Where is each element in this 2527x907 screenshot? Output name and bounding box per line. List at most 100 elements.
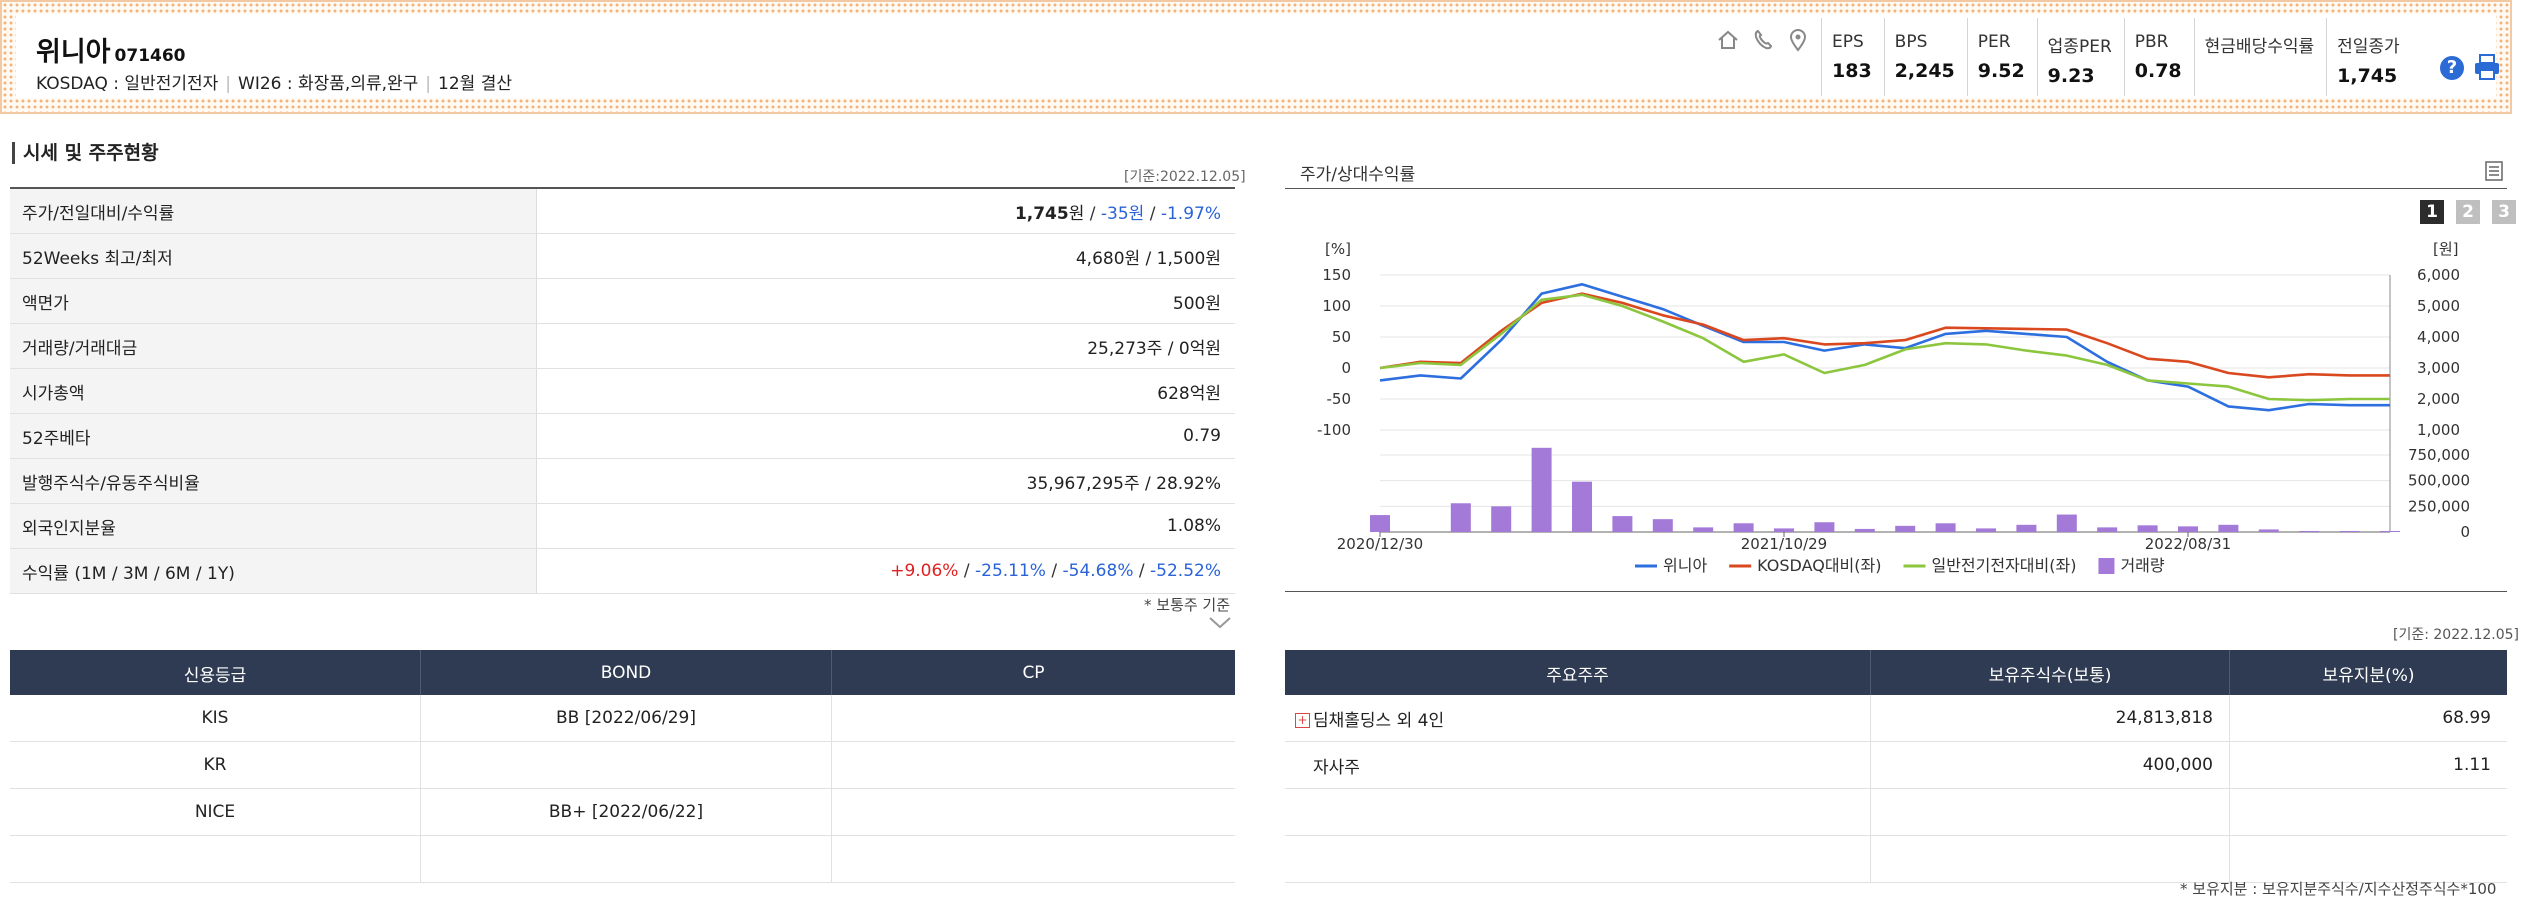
shareholding-note: * 보유지분 : 보유지분주식수/지수산정주식수*100 — [2180, 880, 2497, 898]
table-header-row: 주요주주 보유주식수(보통) 보유지분(%) — [1285, 650, 2507, 695]
row-value: 25,273주 / 0억원 — [536, 323, 1235, 369]
metric-industry-per: 업종PER 9.23 — [2036, 18, 2124, 96]
right-axis-volume-tick: 0 — [2460, 523, 2470, 541]
volume-bar — [1854, 528, 1875, 532]
metric-value: 2,245 — [1894, 60, 1955, 82]
chart-lines — [1379, 282, 2390, 412]
list-icon[interactable] — [2483, 160, 2505, 182]
left-axis-tick: -100 — [1317, 421, 1351, 439]
chart-page-1[interactable]: 1 — [2420, 200, 2444, 224]
volume-bar — [1491, 506, 1512, 532]
row-value: 628억원 — [536, 368, 1235, 414]
volume-bar — [2016, 524, 2037, 532]
volume-bar — [1976, 528, 1996, 532]
legend-swatch — [2098, 558, 2115, 574]
holder-name — [1285, 835, 1871, 883]
row-value: 0.79 — [536, 413, 1235, 459]
major-shareholders-table: 주요주주 보유주식수(보통) 보유지분(%) + 딤채홀딩스 외 4인 24,81… — [1285, 650, 2507, 883]
volume-bar — [1774, 528, 1794, 532]
print-icon[interactable] — [2472, 52, 2502, 82]
price-summary: 1,745원 / -35원 / -1.97% — [536, 188, 1235, 234]
row-value: 1.08% — [536, 503, 1235, 549]
row-value: 4,680원 / 1,500원 — [536, 233, 1235, 279]
section-title: 시세 및 주주현황 — [12, 142, 159, 164]
company-meta: KOSDAQ : 일반전기전자 | WI26 : 화장품,의류,완구 | 12월 결산 — [36, 74, 512, 94]
table-row: 외국인지분율 1.08% — [10, 503, 1235, 549]
right-axis-price-tick: 4,000 — [2417, 328, 2460, 346]
key-metrics: EPS 183 BPS 2,245 PER 9.52 업종PER 9.23 PBR 0.7… — [1821, 18, 2412, 96]
holder-shares: 400,000 — [1870, 741, 2230, 789]
volume-bar — [1450, 503, 1471, 532]
metric-value: 1,745 — [2337, 65, 2398, 87]
location-pin-icon[interactable] — [1786, 28, 1810, 52]
right-axis-price-tick: 1,000 — [2417, 421, 2460, 439]
holder-pct: 1.11 — [2229, 741, 2507, 789]
chart-page-3[interactable]: 3 — [2492, 200, 2516, 224]
metric-label: PER — [1977, 32, 2011, 52]
company-name-text: 위니아 — [36, 37, 111, 68]
bond-cell — [420, 741, 832, 789]
table-row: 거래량/거래대금 25,273주 / 0억원 — [10, 323, 1235, 369]
metric-value: 9.23 — [2047, 65, 2095, 87]
left-axis-tick: 100 — [1322, 297, 1351, 315]
cp-cell — [831, 695, 1235, 742]
holder-name[interactable]: 딤채홀딩스 외 4인 — [1313, 710, 1445, 731]
chart-pager: 1 2 3 — [2408, 200, 2516, 224]
row-label: 거래량/거래대금 — [10, 323, 537, 369]
price-close: 1,745 — [1014, 203, 1069, 224]
holder-pct: 68.99 — [2229, 695, 2507, 742]
chevron-down-icon[interactable] — [1208, 616, 1232, 630]
column-header: 주요주주 — [1285, 650, 1871, 695]
chart-legend: 위니아 KOSDAQ대비(좌) 일반전기전자대비(좌) 거래량 — [1635, 556, 2165, 575]
column-header: 신용등급 — [10, 650, 421, 695]
chart-top-rule — [1285, 188, 2507, 189]
column-header: CP — [831, 650, 1235, 695]
price-change: -35원 — [1100, 203, 1145, 224]
phone-icon[interactable] — [1751, 28, 1775, 52]
table-row: NICE BB+ [2022/06/22] — [10, 788, 1235, 836]
left-axis-tick: 0 — [1341, 359, 1351, 377]
chart-title: 주가/상대수익률 — [1300, 165, 1416, 185]
right-axis-volume-tick: 750,000 — [2408, 446, 2470, 464]
holder-pct — [2229, 788, 2507, 836]
row-label: 수익률 (1M / 3M / 6M / 1Y) — [10, 548, 537, 594]
metric-value: 183 — [1832, 60, 1872, 82]
market-classification: KOSDAQ : 일반전기전자 — [36, 74, 219, 94]
holder-shares — [1870, 835, 2230, 883]
metric-per: PER 9.52 — [1966, 18, 2037, 96]
metric-value: 0.78 — [2134, 60, 2182, 82]
table-row: KIS BB [2022/06/29] — [10, 695, 1235, 742]
volume-bar — [2056, 514, 2077, 532]
return-1m: +9.06% — [890, 561, 959, 581]
row-value: 35,967,295주 / 28.92% — [536, 458, 1235, 504]
expand-plus-icon[interactable]: + — [1295, 713, 1310, 728]
holder-name: 자사주 — [1285, 741, 1871, 789]
volume-bar — [2258, 529, 2279, 532]
volume-bar — [1895, 525, 1916, 532]
help-icon[interactable]: ? — [2440, 56, 2464, 80]
price-rate: -1.97% — [1160, 203, 1221, 224]
table-row: KR — [10, 741, 1235, 789]
metric-dividend-yield: 현금배당수익률 — [2193, 18, 2326, 96]
series-line — [1379, 293, 2390, 402]
chart-page-2[interactable]: 2 — [2456, 200, 2480, 224]
series-line — [1379, 292, 2390, 379]
common-stock-note: * 보통주 기준 — [1144, 596, 1231, 614]
home-icon[interactable] — [1716, 28, 1740, 52]
volume-bars — [1370, 447, 2400, 532]
volume-bar — [1652, 519, 1673, 532]
table-row: 시가총액 628억원 — [10, 368, 1235, 414]
agency-cell: NICE — [10, 788, 421, 836]
left-axis-tick: 150 — [1322, 266, 1351, 284]
company-header-card: 위니아 071460 KOSDAQ : 일반전기전자 | WI26 : 화장품,의류,… — [16, 14, 2499, 98]
return-1y: -52.52% — [1150, 561, 1221, 581]
x-axis-label: 2021/10/29 — [1741, 535, 1827, 553]
holder-pct — [2229, 835, 2507, 883]
series-line — [1379, 282, 2390, 412]
volume-bar — [1935, 523, 1956, 532]
table-row: + 딤채홀딩스 외 4인 24,813,818 68.99 — [1285, 695, 2507, 742]
table-row: 자사주 400,000 1.11 — [1285, 741, 2507, 789]
returns-summary: +9.06% / -25.11% / -54.68% / -52.52% — [536, 548, 1235, 594]
row-value: 500원 — [536, 278, 1235, 324]
metric-eps: EPS 183 — [1821, 18, 1884, 96]
